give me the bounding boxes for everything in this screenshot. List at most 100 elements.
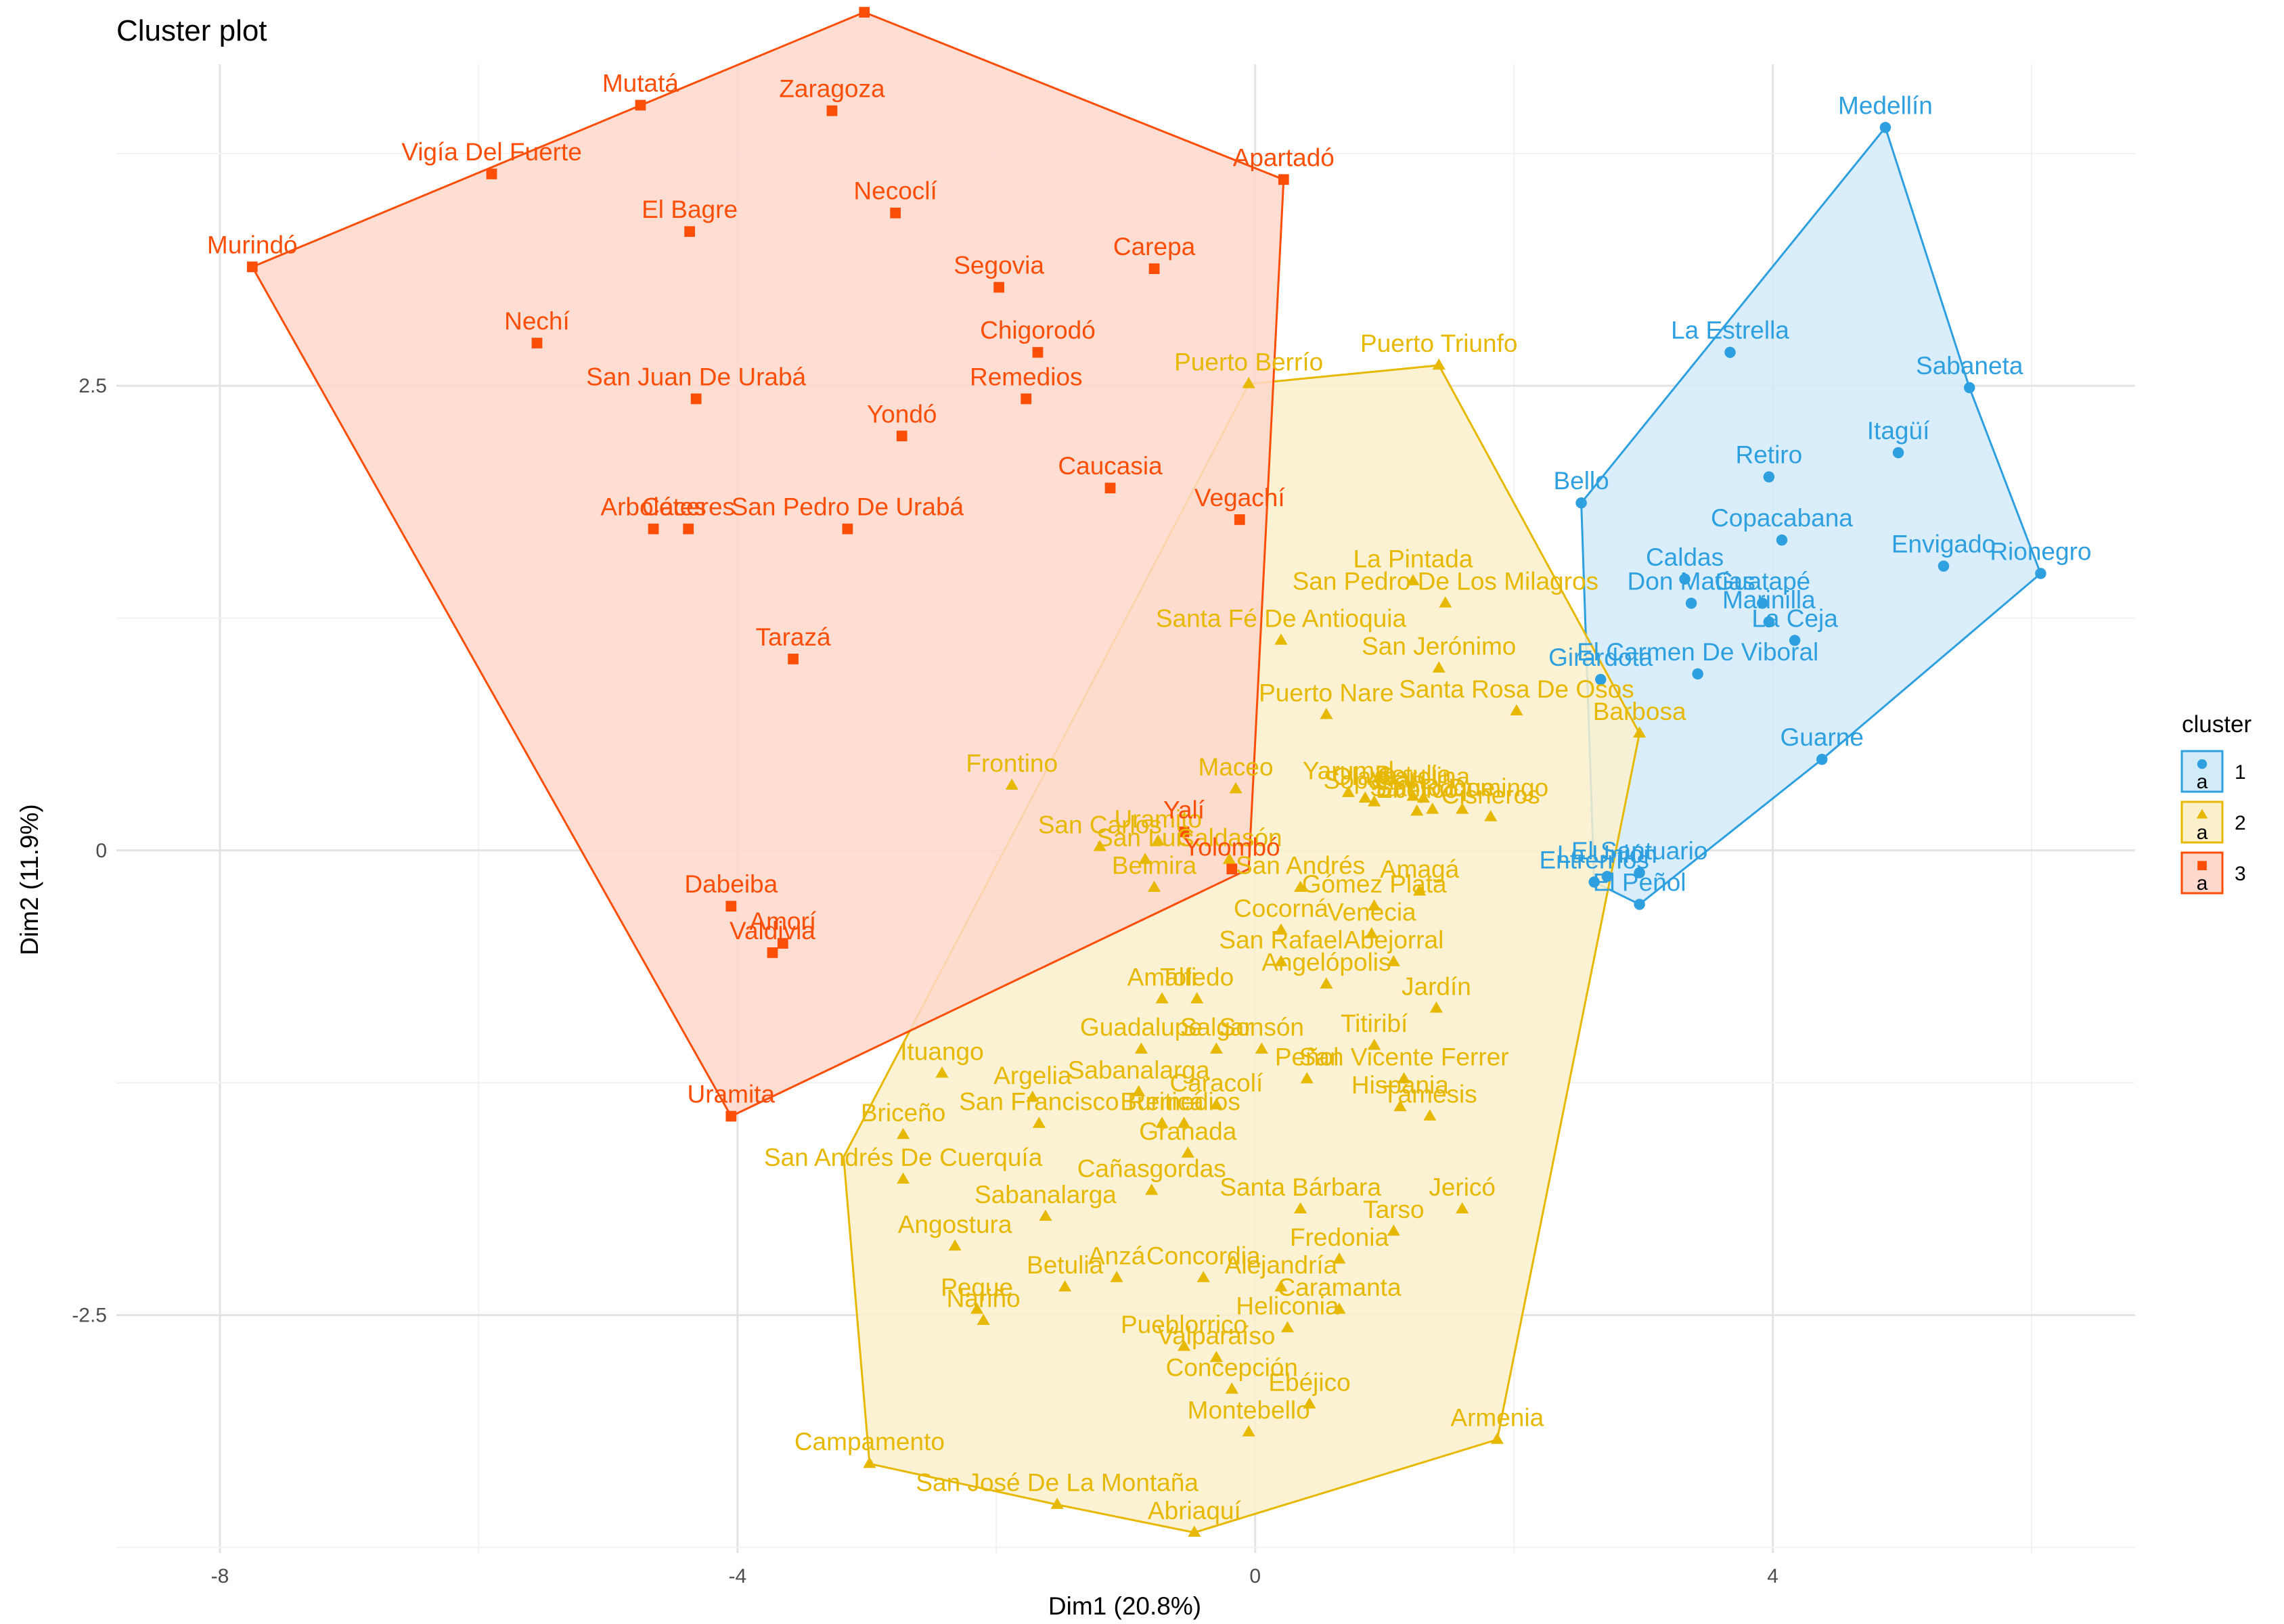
legend-key-letter: a — [2197, 821, 2208, 844]
cluster-2-point — [1026, 1090, 1039, 1102]
point-label: Itagüí — [1867, 417, 1930, 445]
cluster-1-point — [1634, 867, 1645, 879]
cluster-1-point — [1685, 597, 1697, 609]
x-tick-label: -4 — [729, 1565, 747, 1587]
point-label: Apartadó — [1233, 143, 1335, 171]
point-label: Caucasia — [1058, 452, 1163, 480]
point-label: San José De La Montaña — [916, 1469, 1199, 1497]
cluster-2-point — [948, 1239, 962, 1251]
cluster-2-point — [1145, 1183, 1159, 1195]
cluster-2-point — [1242, 377, 1255, 388]
point-label: Tarso — [1363, 1196, 1424, 1223]
point-label: Alejandría — [1225, 1251, 1338, 1279]
point-label: Peque — [941, 1273, 1013, 1301]
point-label: El Carmen De Viboral — [1577, 638, 1818, 666]
cluster-2-point — [1155, 992, 1169, 1003]
cluster-2-point — [1294, 1202, 1307, 1214]
cluster-3-hull — [251, 11, 1285, 1118]
cluster-1-point — [1816, 753, 1828, 765]
cluster-2-point — [1196, 1271, 1210, 1282]
point-label: Rionegro — [1990, 538, 2091, 566]
point-label: Barbosa — [1593, 698, 1686, 725]
cluster-2-point — [1050, 1497, 1064, 1509]
point-label: Nechí — [504, 307, 570, 335]
point-label: Dabeiba — [684, 870, 778, 898]
point-label: Sabanalarga — [1068, 1056, 1210, 1084]
point-label: Salgar — [1180, 1014, 1253, 1041]
cluster-2-point — [1320, 708, 1333, 719]
cluster-2-point — [1039, 1209, 1052, 1221]
legend-title: cluster — [2182, 711, 2252, 738]
point-label: Arboletes — [600, 493, 706, 521]
cluster-3-point — [1104, 482, 1116, 494]
legend-key-2 — [2180, 800, 2224, 844]
point-label: Santa Rosa De Osos — [1399, 675, 1634, 703]
point-label: San Juan De Urabá — [586, 363, 806, 390]
cluster-3-point — [246, 261, 258, 273]
cluster-2-point — [1274, 1280, 1288, 1292]
point-label: Puerto Triunfo — [1360, 330, 1517, 357]
cluster-2-point — [1190, 992, 1204, 1003]
point-label: Zaragoza — [779, 75, 885, 103]
y-tick-label: -2.5 — [72, 1304, 107, 1326]
cluster-2-point — [1225, 1382, 1238, 1394]
point-label: Abejorral — [1343, 926, 1443, 954]
point-label: Yalí — [1163, 796, 1205, 824]
point-label: Venecia — [1327, 898, 1416, 926]
y-axis-ticks: -2.5 0 2.5 — [72, 375, 107, 1326]
cluster-3-point — [896, 430, 908, 442]
cluster-2-point — [1432, 358, 1446, 370]
cluster-2-point — [1456, 1202, 1469, 1214]
cluster-2-point — [1633, 726, 1647, 738]
cluster-2-point — [1155, 1116, 1169, 1128]
point-label: Tarazá — [756, 623, 831, 651]
point-label: Girardota — [1548, 644, 1653, 671]
data-points — [246, 7, 2046, 1537]
legend-label-1: 1 — [2235, 761, 2246, 784]
point-label: Ebéjico — [1268, 1368, 1350, 1396]
cluster-2-point — [1490, 1433, 1504, 1444]
cluster-2-point — [1058, 1280, 1072, 1292]
cluster-1-point — [1763, 616, 1775, 628]
point-label: Abriaquí — [1148, 1497, 1242, 1525]
point-label: Sabanalarga — [975, 1181, 1117, 1209]
cluster-2-point — [1188, 1525, 1201, 1537]
point-label: La Pintada — [1353, 545, 1473, 573]
cluster-2-point — [1255, 1042, 1268, 1054]
point-label: Pueblorrico — [1121, 1311, 1247, 1338]
cluster-3-point — [648, 523, 659, 535]
cluster-1-point — [1879, 122, 1891, 133]
cluster-2-point — [1387, 1224, 1400, 1236]
cluster-2-point — [897, 1127, 910, 1140]
cluster-1-point — [1588, 876, 1600, 888]
cluster-2-point — [1181, 1146, 1194, 1158]
x-axis-ticks: -8 -4 0 4 — [211, 1565, 1778, 1587]
cluster-2-point — [1368, 1038, 1381, 1050]
point-label: Yondó — [867, 400, 937, 428]
point-label: Remedios — [970, 363, 1083, 390]
cluster-2-point — [1456, 803, 1469, 814]
cluster-1-point — [1724, 346, 1736, 358]
cluster-2-point — [1303, 1397, 1316, 1409]
cluster-2-point — [1410, 804, 1424, 816]
cluster-2-point — [1333, 1302, 1346, 1314]
cluster-2-point — [1406, 574, 1420, 585]
point-label: Santa Bárbara — [1219, 1173, 1381, 1201]
point-label: El Peñol — [1593, 868, 1686, 896]
point-label: Heliconia — [1236, 1292, 1339, 1320]
point-label: La Estrella — [1671, 317, 1789, 344]
point-label: Sopetrán — [1324, 766, 1425, 794]
point-label: Montebello — [1188, 1396, 1310, 1424]
cluster-2-point — [977, 1313, 990, 1325]
cluster-2-point — [1151, 834, 1165, 846]
point-label: Entrerríos — [1539, 846, 1649, 874]
y-tick-label: 0 — [95, 840, 107, 862]
cluster-2-point — [1134, 1042, 1148, 1054]
cluster-3-point — [725, 901, 737, 912]
point-label: Valparaíso — [1157, 1322, 1275, 1350]
point-label: Caldasón — [1176, 824, 1282, 852]
point-label: Segovia — [954, 252, 1044, 279]
cluster-2-point — [1209, 1351, 1223, 1362]
cluster-3-point — [1032, 346, 1044, 358]
cluster-2-point — [1177, 1116, 1191, 1128]
